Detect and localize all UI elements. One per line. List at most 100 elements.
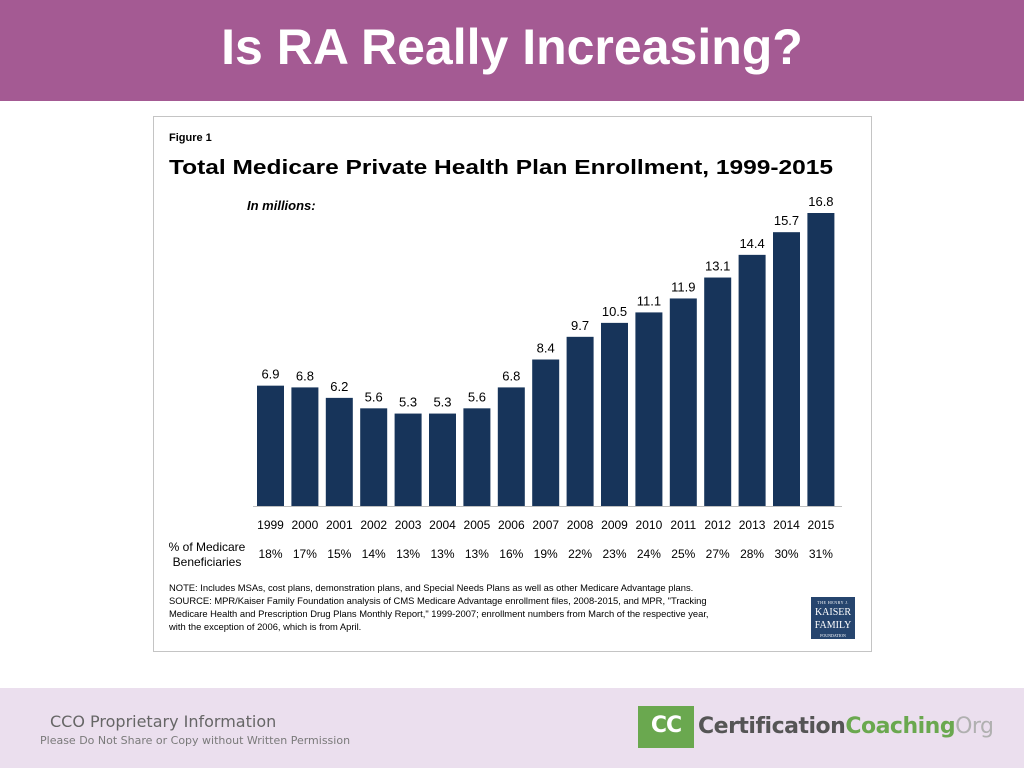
pct-label-2005: 13% xyxy=(465,547,489,561)
year-label-2002: 2002 xyxy=(360,518,387,532)
bar-2013 xyxy=(738,254,766,506)
kff-logo-top: THE HENRY J. xyxy=(817,600,849,605)
year-label-2011: 2011 xyxy=(670,518,696,532)
note-line-1: NOTE: Includes MSAs, cost plans, demonst… xyxy=(169,582,693,593)
pct-label-2000: 17% xyxy=(293,547,317,561)
units-note: In millions: xyxy=(247,198,316,213)
bar-2005 xyxy=(463,408,491,506)
year-label-2013: 2013 xyxy=(739,518,766,532)
year-label-2001: 2001 xyxy=(326,518,353,532)
pct-label-2007: 19% xyxy=(534,547,558,561)
bar-2007 xyxy=(532,359,560,506)
proprietary-subtitle: Please Do Not Share or Copy without Writ… xyxy=(40,734,351,747)
enrollment-bar-chart: Figure 1 Total Medicare Private Health P… xyxy=(168,132,842,632)
pct-label-2009: 23% xyxy=(602,547,626,561)
value-label-2012: 13.1 xyxy=(705,259,730,274)
year-label-2003: 2003 xyxy=(395,518,422,532)
logo-wordmark: CertificationCoachingOrg xyxy=(698,714,994,739)
note-line-4: with the exception of 2006, which is fro… xyxy=(168,621,361,632)
footer-bar: CCO Proprietary Information Please Do No… xyxy=(0,688,1024,768)
pct-label-2011: 25% xyxy=(671,547,695,561)
year-label-2014: 2014 xyxy=(773,518,800,532)
chart-title: Total Medicare Private Health Plan Enrol… xyxy=(169,157,833,179)
pct-label-2001: 15% xyxy=(327,547,351,561)
note-line-2: SOURCE: MPR/Kaiser Family Foundation ana… xyxy=(169,595,707,606)
bar-2004 xyxy=(429,413,456,506)
year-label-2015: 2015 xyxy=(808,518,835,532)
title-banner: Is RA Really Increasing? xyxy=(0,0,1024,101)
year-label-2006: 2006 xyxy=(498,518,525,532)
logo-word-certification: Certification xyxy=(698,714,846,739)
value-label-2008: 9.7 xyxy=(571,318,589,333)
pct-label-2012: 27% xyxy=(706,547,730,561)
certification-coaching-logo: CC CertificationCoachingOrg xyxy=(638,706,994,748)
value-label-2001: 6.2 xyxy=(330,379,348,394)
bars-group xyxy=(257,213,835,507)
pct-label-2004: 13% xyxy=(430,547,454,561)
year-label-2012: 2012 xyxy=(704,518,731,532)
bar-2012 xyxy=(704,277,732,506)
pct-label-2003: 13% xyxy=(396,547,420,561)
cc-logo-icon: CC xyxy=(638,706,694,748)
value-label-2002: 5.6 xyxy=(365,389,383,404)
year-label-2005: 2005 xyxy=(464,518,491,532)
year-label-2009: 2009 xyxy=(601,518,628,532)
value-label-2007: 8.4 xyxy=(537,341,555,356)
pct-header-line1: % of Medicare xyxy=(169,540,246,554)
value-label-2013: 14.4 xyxy=(739,236,764,251)
value-label-2010: 11.1 xyxy=(637,293,661,308)
bar-2011 xyxy=(669,298,697,506)
note-line-3: Medicare Health and Prescription Drug Pl… xyxy=(169,608,709,619)
bar-2003 xyxy=(394,413,422,506)
bar-2008 xyxy=(566,336,594,506)
pct-label-2014: 30% xyxy=(774,547,798,561)
bar-2010 xyxy=(635,312,663,506)
kff-logo-bottom: FOUNDATION xyxy=(820,633,846,638)
year-label-2004: 2004 xyxy=(429,518,456,532)
value-label-1999: 6.9 xyxy=(261,367,279,382)
figure-label: Figure 1 xyxy=(169,132,212,144)
figure-panel: Figure 1 Total Medicare Private Health P… xyxy=(153,116,872,652)
value-label-2015: 16.8 xyxy=(808,194,833,209)
cc-logo-mark-text: CC xyxy=(650,713,682,738)
pct-label-2006: 16% xyxy=(499,547,523,561)
logo-word-coaching: Coaching xyxy=(845,714,956,739)
value-label-2003: 5.3 xyxy=(399,395,417,410)
year-labels-group: 1999 2000 2001 2002 2003 2004 2005 2006 2007 2008… xyxy=(257,518,834,532)
bar-2006 xyxy=(497,387,525,506)
year-label-2008: 2008 xyxy=(567,518,594,532)
bar-2014 xyxy=(773,232,800,507)
bar-1999 xyxy=(257,385,284,506)
value-label-2011: 11.9 xyxy=(671,279,695,294)
year-label-1999: 1999 xyxy=(257,518,284,532)
pct-label-1999: 18% xyxy=(258,547,282,561)
kff-logo-family: FAMILY xyxy=(814,620,852,631)
bar-2001 xyxy=(325,397,353,506)
year-label-2010: 2010 xyxy=(636,518,663,532)
value-label-2009: 10.5 xyxy=(602,304,627,319)
logo-word-org: Org xyxy=(955,714,994,739)
bar-2015 xyxy=(807,213,835,506)
pct-label-2010: 24% xyxy=(637,547,661,561)
bar-2000 xyxy=(291,387,319,506)
bar-2009 xyxy=(601,322,628,506)
pct-header-line2: Beneficiaries xyxy=(173,555,242,569)
value-label-2014: 15.7 xyxy=(774,213,799,228)
pct-label-2015: 31% xyxy=(809,547,833,561)
slide-title: Is RA Really Increasing? xyxy=(221,19,803,75)
pct-label-2002: 14% xyxy=(362,547,386,561)
value-label-2006: 6.8 xyxy=(502,368,520,383)
pct-values-group: 18% 17% 15% 14% 13% 13% 13% 16% 19% 22% 23% 24% 25% 2… xyxy=(258,547,833,561)
value-label-2005: 5.6 xyxy=(468,389,486,404)
pct-label-2013: 28% xyxy=(740,547,764,561)
bar-2002 xyxy=(360,408,388,506)
year-label-2007: 2007 xyxy=(532,518,559,532)
proprietary-title: CCO Proprietary Information xyxy=(50,712,277,731)
year-label-2000: 2000 xyxy=(292,518,319,532)
kff-logo-kaiser: KAISER xyxy=(814,607,852,618)
value-labels-group: 6.9 6.8 6.2 5.6 5.3 5.3 5.6 6.8 8.4 9.7 10.5 11.1 11… xyxy=(261,194,833,410)
value-label-2004: 5.3 xyxy=(433,395,451,410)
kaiser-family-foundation-logo: THE HENRY J. KAISER FAMILY FOUNDATION xyxy=(811,597,855,639)
pct-label-2008: 22% xyxy=(568,547,592,561)
value-label-2000: 6.8 xyxy=(296,368,314,383)
